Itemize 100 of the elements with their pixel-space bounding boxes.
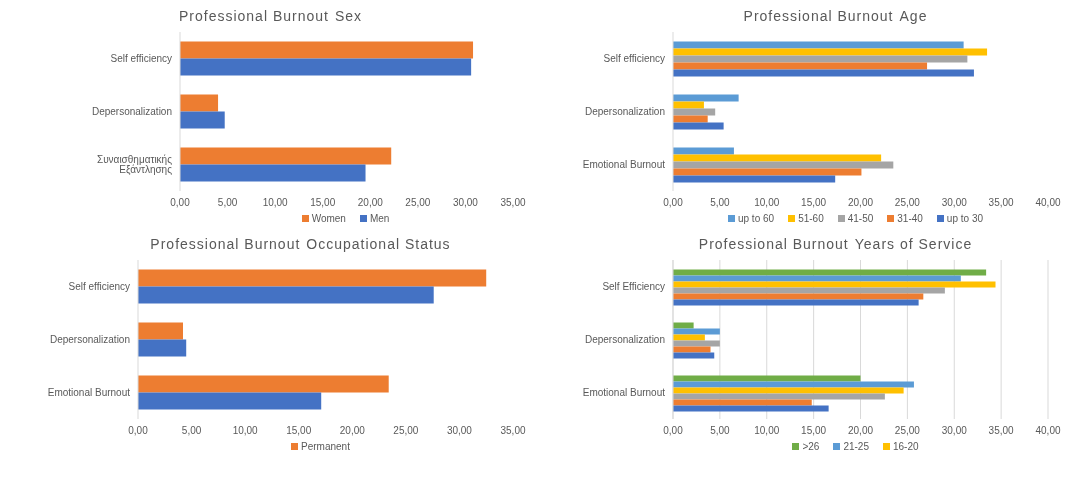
legend-label: up to 30 — [945, 213, 984, 224]
bar — [138, 322, 183, 340]
bar — [673, 55, 968, 63]
bar — [673, 161, 894, 169]
bar — [138, 269, 487, 287]
x-tick-label: 15,00 — [801, 197, 827, 209]
bar — [673, 115, 708, 123]
bar — [673, 69, 974, 77]
bar — [138, 375, 389, 393]
bar — [673, 147, 734, 155]
x-tick-label: 40,00 — [1035, 425, 1061, 437]
x-tick-label: 25,00 — [393, 425, 419, 437]
bar — [180, 164, 366, 182]
bar — [673, 281, 996, 288]
x-tick-label: 30,00 — [452, 197, 479, 209]
bar — [673, 352, 715, 359]
bar — [180, 111, 225, 129]
bar — [673, 405, 829, 412]
y-tick-label: Depersonalization — [584, 106, 665, 118]
bar — [673, 287, 945, 294]
x-tick-label: 0,00 — [170, 197, 191, 209]
legend-label: Women — [310, 213, 346, 224]
chart-title: Professional Burnout — [178, 8, 329, 24]
bar — [673, 41, 964, 49]
y-tick-label: Self Efficiency — [602, 281, 665, 293]
bar — [673, 375, 861, 382]
x-tick-label: 0,00 — [663, 197, 684, 209]
y-tick-label: Self efficiency — [603, 53, 665, 65]
bar — [673, 154, 882, 162]
bar — [673, 346, 711, 353]
bar — [180, 94, 219, 112]
x-tick-label: 5,00 — [217, 197, 238, 209]
bar — [138, 339, 187, 357]
bar — [673, 101, 704, 109]
bar — [180, 41, 474, 59]
y-tick-label: Emotional Burnout — [47, 387, 131, 399]
bar — [673, 387, 904, 394]
bar — [180, 58, 472, 76]
bar — [673, 334, 705, 341]
legend-label: 41-50 — [846, 213, 874, 224]
x-tick-label: 5,00 — [710, 425, 731, 437]
x-tick-label: 10,00 — [754, 197, 780, 209]
x-tick-label: 35,00 — [500, 425, 526, 437]
chart-subtitle: Sex — [334, 8, 363, 24]
bar — [673, 94, 739, 102]
legend-label: 16-20 — [892, 441, 919, 452]
x-tick-label: 10,00 — [754, 425, 780, 437]
x-tick-label: 25,00 — [405, 197, 431, 209]
chart-title: Professional Burnout — [150, 236, 301, 252]
bar — [180, 147, 392, 165]
x-tick-label: 35,00 — [988, 425, 1015, 437]
legend-label: up to 60 — [736, 213, 775, 224]
bar — [673, 322, 694, 329]
y-tick-label: Depersonalization — [584, 334, 665, 346]
chart-subtitle: Occupational Status — [306, 236, 451, 252]
chart-subtitle: Years of Service — [854, 236, 973, 252]
bar — [673, 275, 961, 282]
bar — [673, 399, 812, 406]
bar — [673, 62, 928, 70]
chart-subtitle: Age — [899, 8, 928, 24]
x-tick-label: 40,00 — [1035, 197, 1061, 209]
x-tick-label: 15,00 — [801, 425, 827, 437]
x-tick-label: 25,00 — [894, 425, 921, 437]
x-tick-label: 30,00 — [941, 425, 968, 437]
bar — [673, 122, 724, 130]
x-tick-label: 5,00 — [181, 425, 202, 437]
bar — [673, 48, 988, 56]
bar — [673, 299, 919, 306]
bar — [673, 269, 987, 276]
x-tick-label: 20,00 — [357, 197, 384, 209]
x-tick-label: 15,00 — [286, 425, 312, 437]
chart-title: Professional Burnout — [698, 236, 849, 252]
x-tick-label: 20,00 — [339, 425, 366, 437]
y-tick-label: Self efficiency — [68, 281, 130, 293]
legend-label: >26 — [801, 441, 820, 452]
x-tick-label: 15,00 — [310, 197, 336, 209]
bar — [673, 293, 924, 300]
legend-label: 31-40 — [896, 213, 923, 224]
y-tick-label: Συναισθηματικής Εξάντλησης — [96, 154, 173, 177]
x-tick-label: 20,00 — [847, 425, 874, 437]
bar — [673, 381, 914, 388]
x-tick-label: 35,00 — [500, 197, 526, 209]
x-tick-label: 10,00 — [262, 197, 289, 209]
x-tick-label: 20,00 — [847, 197, 874, 209]
legend-label: Permanent — [300, 441, 350, 452]
bar — [138, 286, 434, 304]
x-tick-label: 10,00 — [232, 425, 259, 437]
y-tick-label: Emotional Burnout — [582, 159, 666, 171]
bar — [138, 392, 322, 410]
legend-label: 51-60 — [797, 213, 824, 224]
bar — [673, 328, 720, 335]
x-tick-label: 5,00 — [710, 197, 731, 209]
bar — [673, 175, 836, 183]
y-tick-label: Depersonalization — [49, 334, 130, 346]
legend-label: 21-25 — [842, 441, 869, 452]
bar — [673, 340, 720, 347]
bar — [673, 168, 862, 176]
x-tick-label: 25,00 — [894, 197, 921, 209]
x-tick-label: 0,00 — [663, 425, 684, 437]
x-tick-label: 30,00 — [446, 425, 473, 437]
